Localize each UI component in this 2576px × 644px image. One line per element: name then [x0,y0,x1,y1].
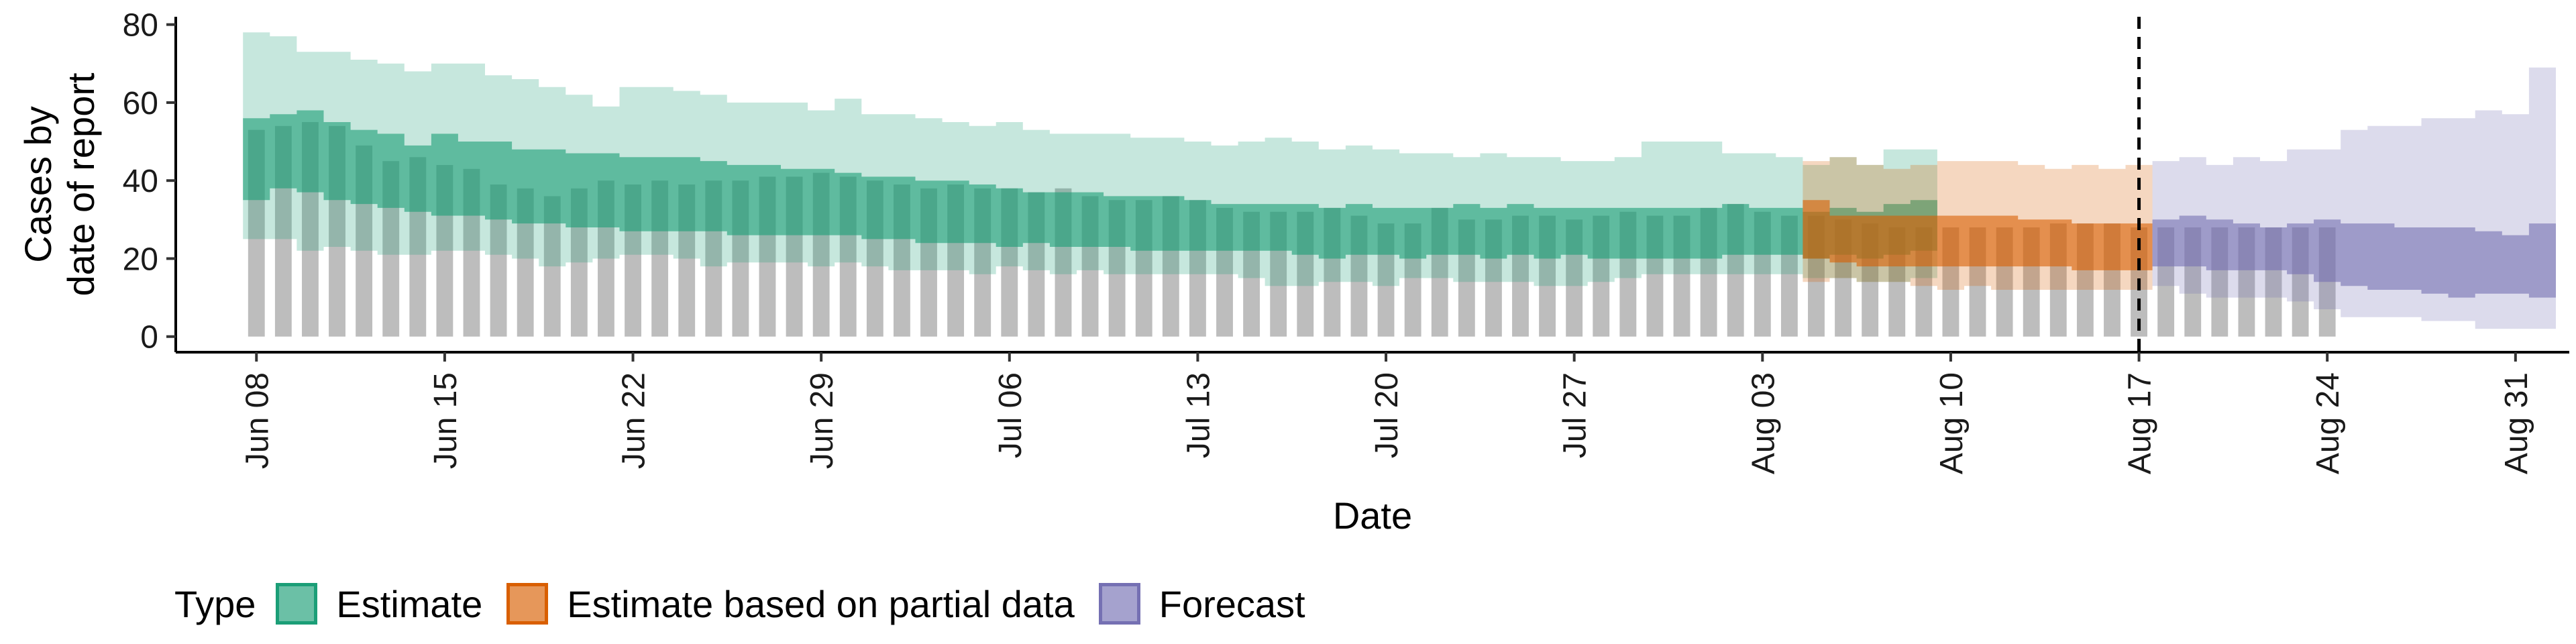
x-tick-label: Jun 08 [239,372,275,469]
legend: Type Estimate Estimate based on partial … [174,572,1330,636]
legend-item-forecast: Forecast [1098,582,1305,626]
x-tick-label: Jul 13 [1181,372,1216,458]
ribbon-inner-2 [2152,215,2556,298]
legend-item-partial: Estimate based on partial data [506,582,1075,626]
x-tick-label: Aug 17 [2123,372,2158,474]
y-tick-label: 40 [123,164,158,199]
ribbons [243,32,2556,329]
x-tick-label: Aug 24 [2310,372,2346,474]
y-tick-label: 60 [123,86,158,121]
x-tick-label: Aug 31 [2499,372,2534,474]
x-tick-label: Aug 03 [1746,372,1781,474]
legend-label-forecast: Forecast [1159,582,1305,625]
x-tick-label: Jul 20 [1369,372,1405,458]
legend-label-estimate: Estimate [336,582,483,625]
x-axis-title: Date [1333,494,1412,537]
legend-key-forecast [1098,583,1140,625]
y-tick-label: 80 [123,8,158,44]
legend-label-partial: Estimate based on partial data [567,582,1075,625]
axes: 0 20 40 60 80 Jun 08 Jun 15 Jun 22 Jun 29 Jul 06 J… [123,8,2569,474]
ribbon-inner-0 [243,110,1937,259]
legend-title: Type [174,582,256,625]
x-tick-label: Jun 29 [804,372,840,469]
legend-key-estimate [276,583,318,625]
y-axis-title-line-2: date of report [60,72,102,297]
legend-item-estimate: Estimate [276,582,482,626]
y-axis-title-line-1: Cases by [17,106,59,262]
y-tick-label: 0 [140,320,158,356]
x-tick-label: Jun 15 [428,372,464,469]
y-tick-label: 20 [123,241,158,277]
legend-key-partial [506,583,549,625]
x-tick-label: Jul 06 [993,372,1028,458]
x-tick-label: Jun 22 [616,372,652,469]
x-tick-label: Aug 10 [1934,372,1970,474]
x-tick-label: Jul 27 [1558,372,1593,458]
ribbon-inner-1 [1803,200,2153,270]
